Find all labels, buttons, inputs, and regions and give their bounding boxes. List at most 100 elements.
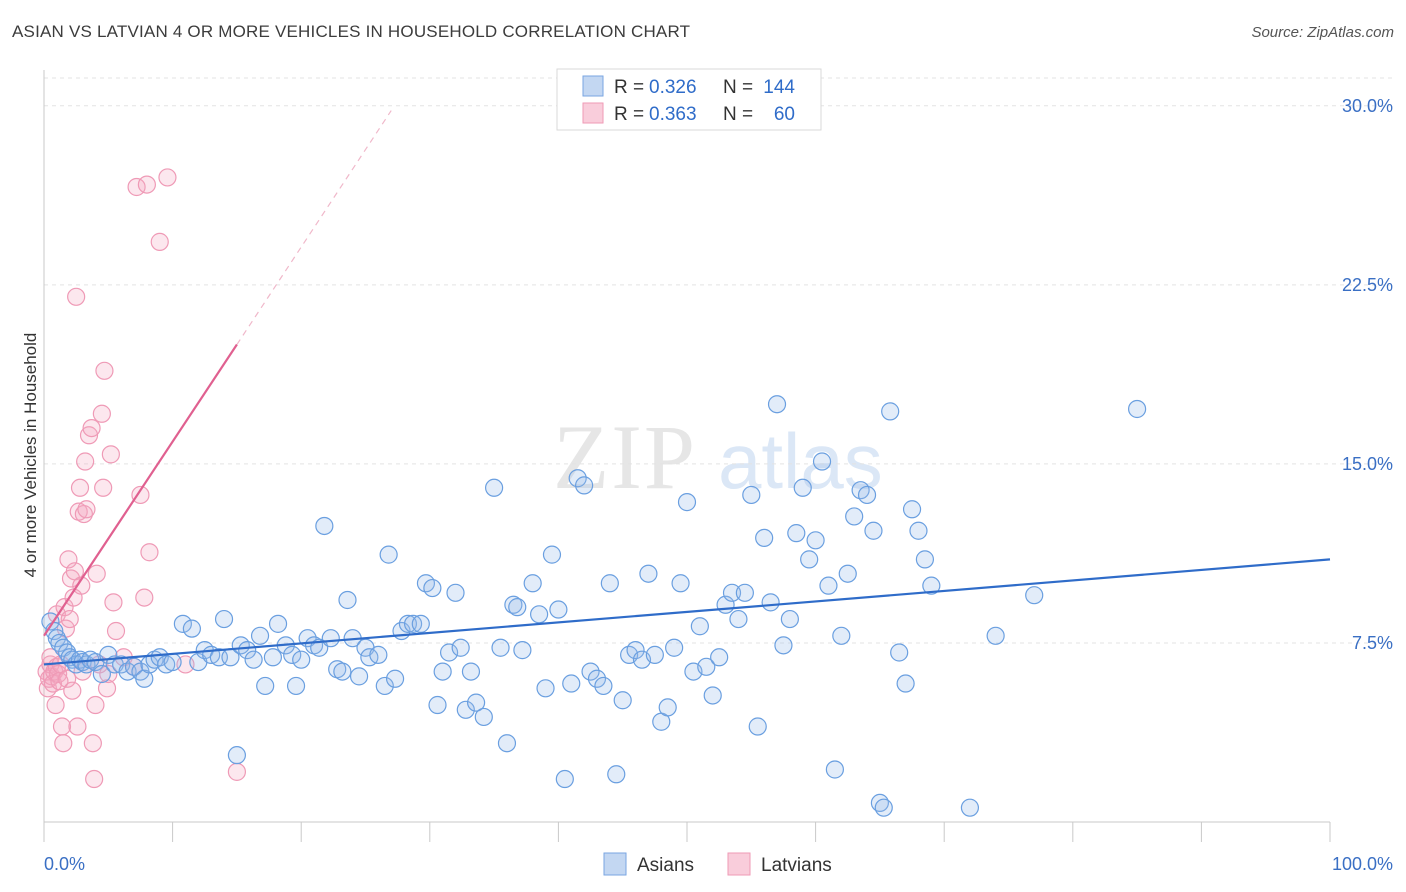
asians-point-72: [446, 583, 465, 602]
latvians-bottom-swatch: [727, 852, 751, 876]
asians-point-80: [497, 734, 517, 753]
asians-point-46: [292, 650, 311, 669]
asians-point-119: [748, 717, 767, 736]
asians-bottom-swatch: [603, 852, 627, 876]
latvians-point-33: [77, 500, 96, 519]
asians-point-96: [600, 574, 619, 593]
grid-lines: [44, 77, 1393, 644]
asians-point-145: [915, 550, 935, 569]
latvians-point-14: [52, 717, 72, 736]
asians-r-value: 0.326: [649, 77, 697, 98]
asians-point-28: [182, 619, 201, 638]
asians-point-33: [214, 609, 234, 629]
asians-point-76: [466, 693, 486, 712]
asians-n-label: N =: [723, 77, 753, 98]
asians-point-117: [735, 583, 754, 602]
asians-point-70: [433, 662, 452, 681]
asians-bottom-label: Asians: [637, 855, 694, 876]
latvians-point-43: [95, 361, 114, 380]
latvians-point-44: [97, 679, 117, 698]
asians-point-130: [819, 576, 838, 595]
asians-point-143: [902, 500, 922, 519]
latvians-n-value: 60: [774, 104, 795, 125]
asians-point-97: [607, 765, 626, 784]
latvians-point-4: [41, 648, 60, 667]
asians-point-136: [857, 485, 877, 505]
asians-points: [41, 395, 1147, 817]
latvians-point-34: [79, 426, 99, 445]
asians-point-111: [697, 657, 716, 676]
asians-point-82: [508, 598, 527, 617]
asians-point-106: [665, 638, 684, 657]
latvians-points: [37, 168, 246, 789]
asians-n-value: 144: [763, 77, 795, 98]
asians-point-88: [549, 600, 568, 619]
latvians-point-31: [74, 504, 93, 524]
asians-point-125: [787, 524, 806, 543]
asians-point-120: [755, 528, 774, 548]
asians-point-105: [658, 698, 677, 717]
asians-point-26: [163, 652, 182, 672]
latvians-point-26: [68, 717, 87, 736]
latvians-point-46: [101, 445, 120, 464]
asians-point-91: [568, 469, 587, 488]
asians-point-56: [349, 667, 369, 686]
asians-point-62: [385, 669, 405, 688]
asians-point-150: [1127, 399, 1147, 419]
asians-point-38: [244, 650, 263, 669]
asians-point-64: [398, 614, 418, 633]
series-legend: Asians Latvians: [603, 852, 832, 876]
latvians-point-41: [92, 404, 111, 423]
latvians-trend-extension: [236, 110, 392, 345]
asians-point-61: [379, 545, 398, 564]
latvians-point-15: [54, 734, 73, 753]
asians-point-144: [909, 521, 928, 540]
latvians-point-47: [104, 593, 123, 612]
asians-point-89: [555, 769, 574, 789]
asians-point-51: [321, 629, 340, 648]
latvians-bottom-label: Latvians: [761, 855, 832, 876]
watermark-atlas: atlas: [718, 417, 883, 505]
latvians-point-32: [76, 452, 95, 471]
latvians-point-53: [140, 543, 159, 562]
asians-point-65: [403, 614, 423, 633]
asians-point-98: [613, 691, 632, 710]
asians-point-0: [41, 612, 60, 631]
latvians-point-28: [70, 478, 90, 497]
y-tick-labels: 7.5% 15.0% 22.5% 30.0%: [1342, 96, 1393, 653]
latvians-point-57: [158, 168, 177, 187]
asians-point-137: [864, 521, 883, 540]
asians-point-44: [283, 645, 302, 664]
asians-point-79: [491, 638, 510, 657]
asians-point-131: [825, 760, 844, 779]
latvians-point-20: [60, 609, 79, 629]
asians-point-121: [761, 593, 780, 612]
asians-point-148: [986, 626, 1005, 645]
asians-point-122: [767, 395, 787, 414]
latvians-point-35: [82, 418, 101, 438]
latvians-point-29: [72, 576, 91, 595]
latvians-point-39: [87, 564, 106, 583]
asians-point-110: [690, 617, 709, 636]
asians-point-129: [812, 452, 832, 471]
chart-title: ASIAN VS LATVIAN 4 OR MORE VEHICLES IN H…: [12, 22, 691, 41]
asians-point-69: [428, 695, 447, 715]
latvians-point-8: [46, 695, 65, 715]
y-tick-label-0: 7.5%: [1352, 633, 1393, 653]
asians-point-90: [562, 674, 581, 693]
y-axis-label: 4 or more Vehicles in Household: [21, 333, 40, 578]
asians-point-93: [581, 662, 600, 681]
asians-point-73: [451, 638, 470, 657]
axes: [43, 70, 1331, 842]
asians-point-78: [485, 478, 504, 497]
stats-legend: R = 0.326 N = 144 R = 0.363 N = 60: [556, 68, 822, 131]
asians-point-94: [587, 669, 607, 688]
asians-point-108: [677, 493, 697, 512]
latvians-point-48: [106, 621, 126, 641]
asians-point-14: [92, 664, 111, 684]
y-tick-label-2: 22.5%: [1342, 275, 1393, 295]
asians-legend-swatch: [582, 75, 604, 97]
asians-point-59: [369, 645, 388, 664]
asians-point-53: [333, 662, 352, 681]
